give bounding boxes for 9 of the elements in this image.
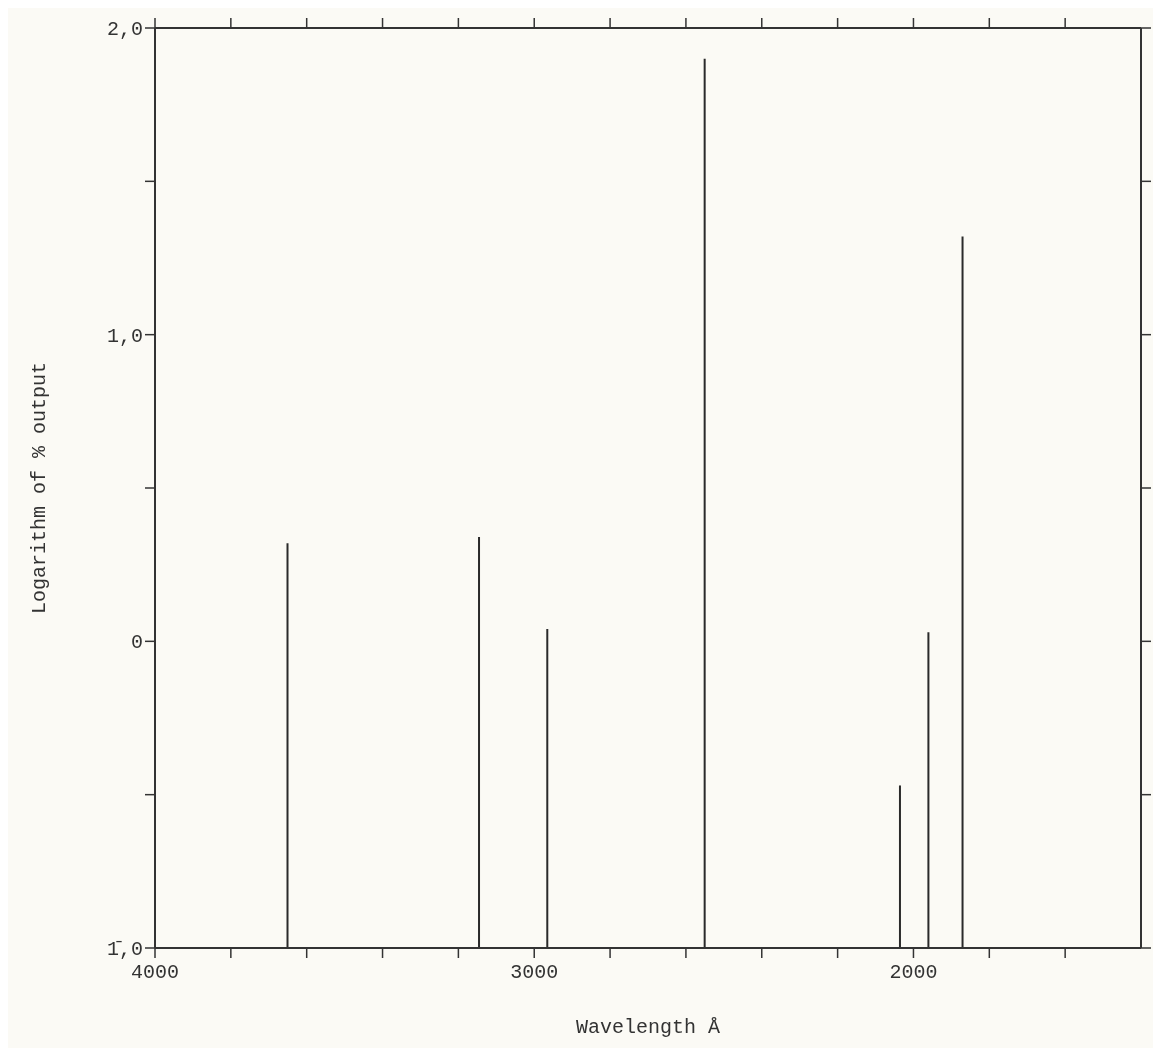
y-tick-label: 1,0 — [106, 324, 143, 348]
y-axis-title: Logarithm of % output — [28, 361, 52, 615]
y-tick-label: 1̄,0 — [106, 938, 143, 961]
x-tick-label: 4000 — [130, 961, 180, 984]
x-axis-title: Wavelength Å — [575, 1016, 721, 1039]
x-tick-label: 2000 — [889, 961, 938, 984]
y-tick-label: 2,0 — [106, 18, 143, 41]
y-tick-label: 0 — [130, 631, 143, 655]
x-tick-label: 3000 — [510, 961, 559, 984]
